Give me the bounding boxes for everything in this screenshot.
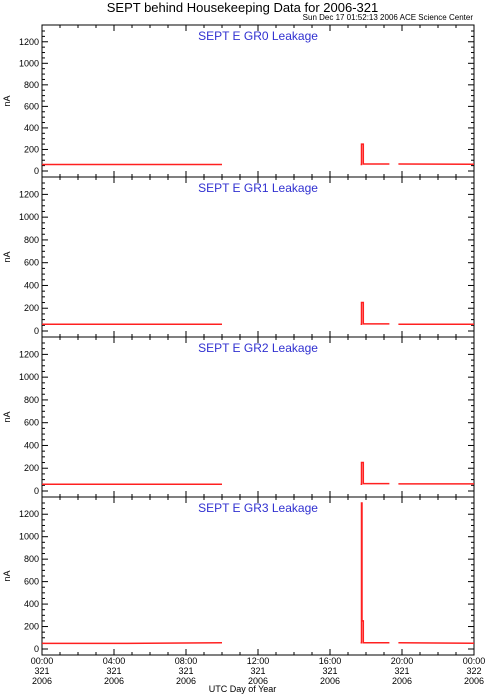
y-tick-label: 800 xyxy=(24,554,39,564)
panel-gr1: 0 200 400 600 800 1000 1200 nA SEPT E GR1 Leakag… xyxy=(2,176,475,338)
y-tick-label: 600 xyxy=(24,258,39,268)
y-tick-label: 0 xyxy=(34,644,39,654)
y-tick-label: 200 xyxy=(24,463,39,473)
y-tick-label: 400 xyxy=(24,599,39,609)
y-tick-label: 1200 xyxy=(19,509,39,519)
y-tick-label: 800 xyxy=(24,395,39,405)
y-tick-label: 1200 xyxy=(19,189,39,199)
panel-title: SEPT E GR2 Leakage xyxy=(198,341,318,355)
panel-frame xyxy=(41,176,475,338)
x-tick-label: 2006 xyxy=(392,676,412,686)
generated-timestamp: Sun Dec 17 01:52:13 2006 ACE Science Cen… xyxy=(302,13,473,22)
y-tick-label: 0 xyxy=(34,326,39,336)
x-tick-label: 2006 xyxy=(464,676,484,686)
y-tick-label: 1000 xyxy=(19,58,39,68)
y-axis-label: nA xyxy=(2,251,12,262)
panel-frame xyxy=(41,336,475,498)
y-tick-label: 200 xyxy=(24,144,39,154)
y-tick-label: 1200 xyxy=(19,349,39,359)
x-tick-label: 2006 xyxy=(248,676,268,686)
x-tick-label: 321 xyxy=(106,666,121,676)
x-tick-label: 2006 xyxy=(176,676,196,686)
x-tick-label: 321 xyxy=(34,666,49,676)
y-tick-label: 600 xyxy=(24,418,39,428)
x-tick-label: 00:00 xyxy=(463,656,485,666)
x-tick-label: 16:00 xyxy=(319,656,342,666)
x-tick-label: 20:00 xyxy=(391,656,414,666)
y-axis-label: nA xyxy=(2,570,12,581)
data-series-segment-0 xyxy=(42,642,223,645)
y-tick-label: 200 xyxy=(24,303,39,313)
panel-frame xyxy=(41,24,475,178)
y-tick-label: 0 xyxy=(34,166,39,176)
y-axis-label: nA xyxy=(2,411,12,422)
y-axis-label: nA xyxy=(2,95,12,106)
x-tick-label: 00:00 xyxy=(31,656,54,666)
y-tick-label: 800 xyxy=(24,235,39,245)
data-series-segment-1 xyxy=(360,143,390,166)
y-tick-label: 1000 xyxy=(19,372,39,382)
x-tick-label: 321 xyxy=(250,666,265,676)
x-tick-label: 2006 xyxy=(320,676,340,686)
y-tick-label: 600 xyxy=(24,577,39,587)
panel-title: SEPT E GR3 Leakage xyxy=(198,501,318,515)
panel-gr3: 0 200 400 600 800 1000 1200 nA SEPT E GR3 Leakag… xyxy=(2,496,475,656)
x-tick-label: 321 xyxy=(322,666,337,676)
x-tick-label: 04:00 xyxy=(103,656,126,666)
x-axis-label: UTC Day of Year xyxy=(208,684,277,694)
y-tick-label: 1000 xyxy=(19,532,39,542)
y-tick-label: 200 xyxy=(24,622,39,632)
panel-gr0: 0 200 400 600 800 1000 1200 nA SEPT E GR0 Leakag… xyxy=(2,24,475,178)
y-tick-label: 800 xyxy=(24,80,39,90)
x-tick-label: 321 xyxy=(178,666,193,676)
page-title: SEPT behind Housekeeping Data for 2006-3… xyxy=(106,0,379,15)
y-tick-label: 400 xyxy=(24,280,39,290)
y-tick-label: 400 xyxy=(24,440,39,450)
x-tick-label: 12:00 xyxy=(247,656,270,666)
x-tick-label: 321 xyxy=(394,666,409,676)
panel-frame xyxy=(41,496,475,656)
x-tick-label: 322 xyxy=(466,666,481,676)
data-series-segment-1 xyxy=(360,502,390,644)
panel-title: SEPT E GR0 Leakage xyxy=(198,29,318,43)
data-series-segment-1 xyxy=(360,461,390,485)
x-tick-label: 08:00 xyxy=(175,656,198,666)
y-tick-label: 1200 xyxy=(19,37,39,47)
y-tick-label: 400 xyxy=(24,123,39,133)
y-tick-label: 1000 xyxy=(19,212,39,222)
y-tick-label: 600 xyxy=(24,101,39,111)
panel-title: SEPT E GR1 Leakage xyxy=(198,181,318,195)
panel-gr2: 0 200 400 600 800 1000 1200 nA SEPT E GR2 Leakag… xyxy=(2,336,475,498)
y-tick-label: 0 xyxy=(34,486,39,496)
x-tick-label: 2006 xyxy=(104,676,124,686)
x-tick-label: 2006 xyxy=(32,676,52,686)
data-series-segment-1 xyxy=(360,301,390,325)
